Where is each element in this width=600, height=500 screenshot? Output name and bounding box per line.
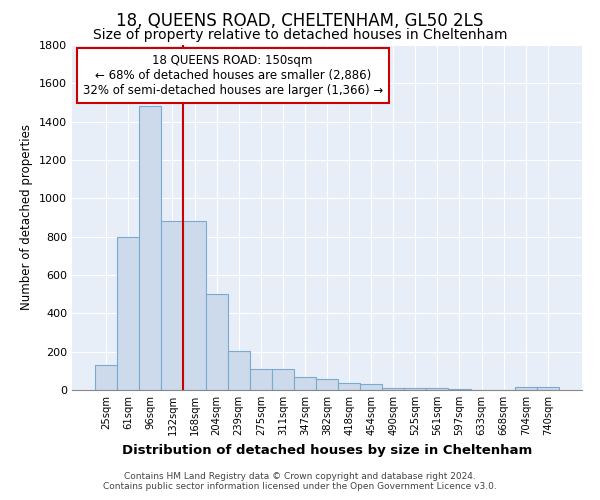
Bar xyxy=(360,384,382,390)
X-axis label: Distribution of detached houses by size in Cheltenham: Distribution of detached houses by size … xyxy=(122,444,532,456)
Bar xyxy=(206,294,227,390)
Bar xyxy=(161,222,184,390)
Text: 18, QUEENS ROAD, CHELTENHAM, GL50 2LS: 18, QUEENS ROAD, CHELTENHAM, GL50 2LS xyxy=(116,12,484,30)
Bar xyxy=(427,388,448,390)
Bar xyxy=(404,388,427,390)
Text: Size of property relative to detached houses in Cheltenham: Size of property relative to detached ho… xyxy=(93,28,507,42)
Bar xyxy=(294,376,316,390)
Bar xyxy=(382,388,404,390)
Text: Contains HM Land Registry data © Crown copyright and database right 2024.
Contai: Contains HM Land Registry data © Crown c… xyxy=(103,472,497,491)
Bar xyxy=(316,380,338,390)
Text: 18 QUEENS ROAD: 150sqm
← 68% of detached houses are smaller (2,886)
32% of semi-: 18 QUEENS ROAD: 150sqm ← 68% of detached… xyxy=(83,54,383,96)
Y-axis label: Number of detached properties: Number of detached properties xyxy=(20,124,34,310)
Bar xyxy=(448,389,470,390)
Bar xyxy=(117,236,139,390)
Bar xyxy=(227,350,250,390)
Bar xyxy=(139,106,161,390)
Bar xyxy=(184,222,206,390)
Bar xyxy=(515,387,537,390)
Bar xyxy=(95,365,117,390)
Bar xyxy=(537,387,559,390)
Bar xyxy=(272,369,294,390)
Bar xyxy=(250,369,272,390)
Bar xyxy=(338,384,360,390)
